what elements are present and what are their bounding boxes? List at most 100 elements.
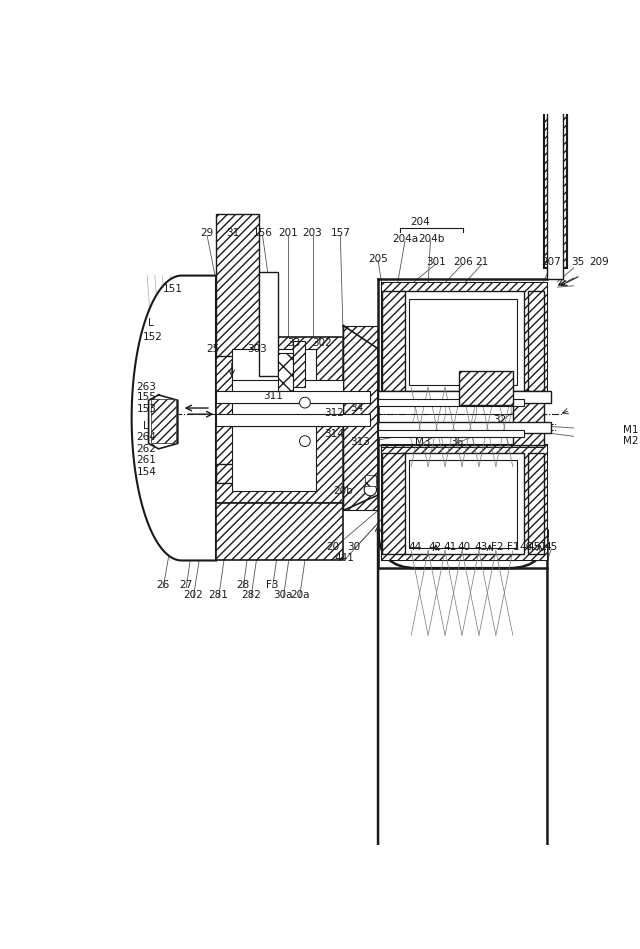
- Text: 32: 32: [493, 416, 506, 425]
- Text: 45: 45: [545, 542, 558, 551]
- Text: 202: 202: [184, 590, 203, 600]
- Text: L: L: [148, 318, 154, 328]
- Bar: [216, 337, 344, 503]
- Bar: [382, 284, 547, 399]
- Bar: [382, 453, 405, 554]
- Text: 43: 43: [475, 542, 488, 551]
- Text: 29: 29: [200, 228, 214, 238]
- Text: 302: 302: [312, 339, 332, 348]
- Text: 206: 206: [453, 257, 472, 268]
- Circle shape: [364, 483, 376, 495]
- Circle shape: [300, 436, 310, 447]
- Polygon shape: [344, 326, 378, 511]
- Bar: [401, 453, 524, 554]
- Bar: [378, 399, 524, 406]
- Text: 261: 261: [136, 456, 156, 465]
- Bar: [382, 284, 547, 399]
- Bar: [513, 399, 543, 445]
- Bar: [378, 430, 524, 437]
- Polygon shape: [148, 395, 178, 449]
- Text: 262: 262: [136, 444, 156, 454]
- Text: 152: 152: [143, 332, 163, 343]
- Text: 20: 20: [326, 542, 339, 551]
- Text: 34: 34: [351, 403, 364, 413]
- Text: 33: 33: [287, 339, 300, 348]
- Bar: [216, 503, 344, 561]
- Bar: [216, 464, 259, 483]
- Bar: [232, 402, 344, 426]
- Bar: [378, 391, 551, 402]
- Bar: [459, 371, 513, 405]
- Text: 201: 201: [278, 228, 298, 238]
- Text: F2: F2: [491, 542, 504, 551]
- Text: 26: 26: [157, 580, 170, 590]
- Text: 44: 44: [408, 542, 422, 551]
- Text: 30: 30: [348, 542, 361, 551]
- Polygon shape: [132, 275, 216, 561]
- Text: 28: 28: [237, 580, 250, 590]
- Bar: [528, 453, 543, 554]
- Text: 264: 264: [136, 433, 156, 442]
- Text: 281: 281: [209, 590, 228, 600]
- Text: M3: M3: [415, 437, 431, 447]
- Text: 155: 155: [136, 392, 156, 402]
- FancyBboxPatch shape: [378, 530, 547, 896]
- Text: 207: 207: [541, 257, 561, 268]
- Text: 41: 41: [443, 542, 456, 551]
- Text: 156: 156: [253, 228, 273, 238]
- Text: 31: 31: [226, 228, 239, 238]
- Text: 313: 313: [351, 437, 371, 447]
- Text: 204a: 204a: [392, 234, 418, 245]
- Text: 312: 312: [324, 408, 344, 418]
- Bar: [216, 214, 259, 357]
- Bar: [259, 271, 278, 376]
- Text: 263: 263: [136, 382, 156, 392]
- Bar: [547, 0, 563, 279]
- Bar: [344, 326, 378, 511]
- Bar: [551, 0, 566, 264]
- Bar: [528, 291, 543, 391]
- Bar: [232, 348, 316, 492]
- Text: 27: 27: [180, 580, 193, 590]
- Bar: [409, 299, 516, 385]
- Circle shape: [300, 398, 310, 408]
- Bar: [382, 445, 547, 561]
- Text: 441: 441: [334, 553, 354, 563]
- Bar: [232, 380, 344, 402]
- Text: 203: 203: [303, 228, 323, 238]
- Bar: [151, 399, 175, 443]
- Text: 301: 301: [426, 257, 445, 268]
- Bar: [365, 475, 376, 486]
- Text: 21: 21: [476, 257, 488, 268]
- Text: 204b: 204b: [418, 234, 444, 245]
- Text: 20a: 20a: [290, 590, 309, 600]
- Bar: [216, 391, 371, 402]
- Text: 25: 25: [206, 344, 219, 354]
- Bar: [378, 422, 551, 434]
- Bar: [382, 445, 547, 561]
- Bar: [216, 414, 371, 426]
- Text: 42: 42: [428, 542, 442, 551]
- Text: 153: 153: [136, 403, 156, 414]
- Text: 311: 311: [264, 391, 284, 400]
- Text: 40: 40: [458, 542, 471, 551]
- Text: 154: 154: [136, 467, 156, 477]
- Bar: [543, 0, 566, 268]
- Text: 282: 282: [241, 590, 261, 600]
- Text: 20b: 20b: [333, 486, 353, 496]
- Text: 46: 46: [519, 542, 532, 551]
- Text: 303: 303: [247, 344, 267, 354]
- Text: 209: 209: [589, 257, 609, 268]
- Text: 451: 451: [527, 542, 547, 551]
- Bar: [278, 353, 293, 391]
- Text: 151: 151: [163, 285, 182, 294]
- Text: 157: 157: [330, 228, 350, 238]
- Bar: [293, 341, 305, 387]
- Bar: [382, 291, 405, 391]
- Bar: [401, 291, 524, 391]
- Text: F3: F3: [266, 580, 279, 590]
- Text: 36: 36: [450, 437, 463, 447]
- Text: L: L: [143, 420, 149, 431]
- Text: 205: 205: [368, 253, 388, 264]
- Text: M2: M2: [623, 437, 638, 446]
